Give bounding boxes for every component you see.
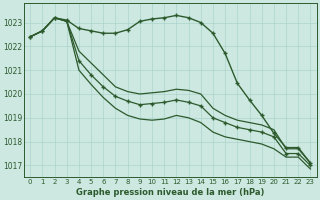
X-axis label: Graphe pression niveau de la mer (hPa): Graphe pression niveau de la mer (hPa) <box>76 188 265 197</box>
